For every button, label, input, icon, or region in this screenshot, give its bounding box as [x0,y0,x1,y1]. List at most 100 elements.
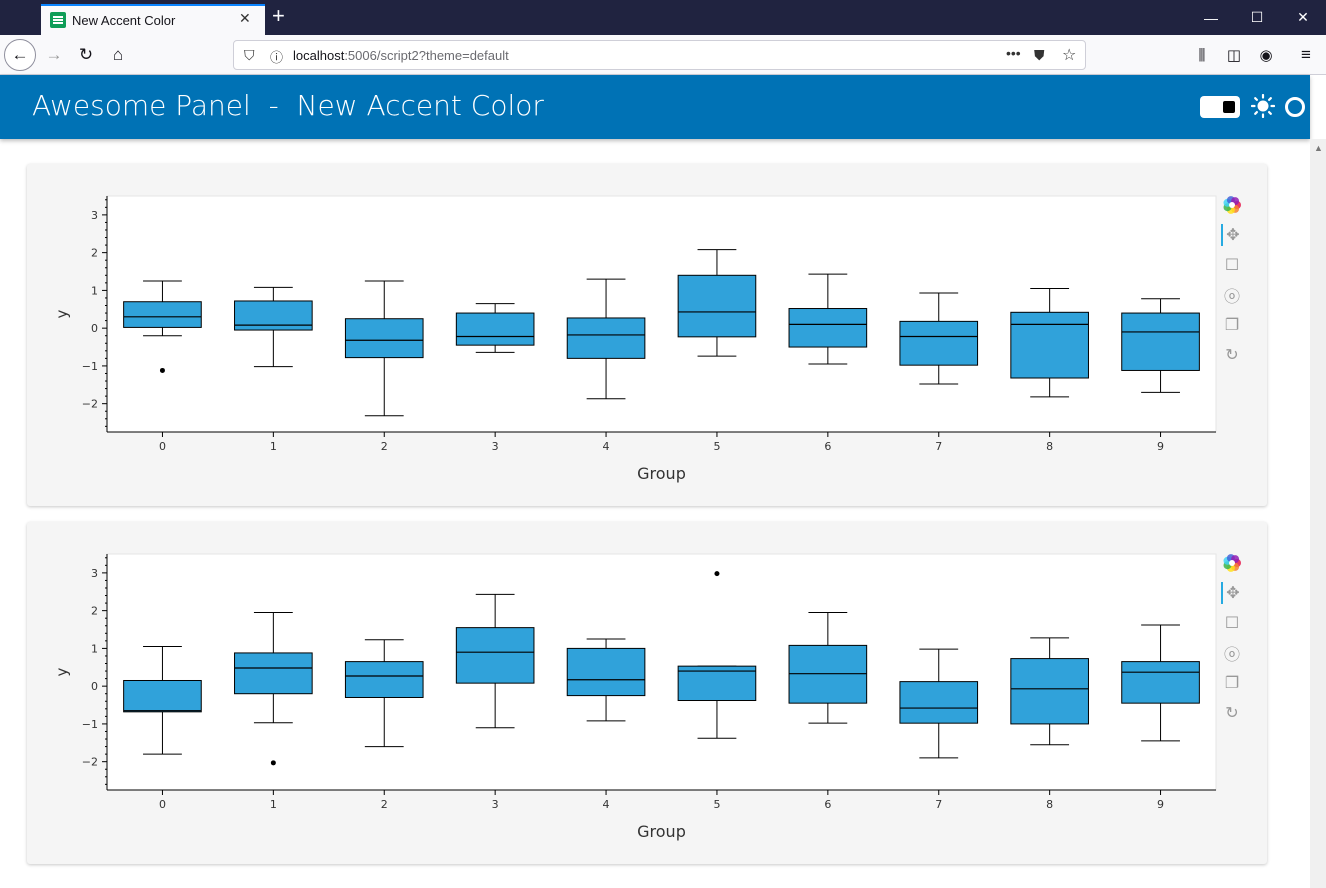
box-5 [677,274,757,338]
box-5 [677,665,757,702]
url-bar[interactable]: ⛉ ⓘ localhost:5006/script2?theme=default… [233,40,1086,70]
close-tab-icon[interactable]: ✕ [239,10,251,26]
minimize-icon[interactable]: — [1204,9,1218,26]
box-9 [1121,661,1200,704]
y-tick-label: 3 [91,209,98,222]
boxplot-chart[interactable]: −2 −1 0 1 2 3 0 1 2 3 4 5 6 7 8 9 Group y [27,522,1267,864]
save-icon[interactable]: ❐ [1224,317,1240,334]
pocket-icon[interactable]: ⛊ [1034,47,1045,63]
x-tick-label: 6 [824,440,831,453]
home-icon[interactable]: ⌂ [112,45,124,64]
browser-nav-bar: ← → ↻ ⌂ ⛉ ⓘ localhost:5006/script2?theme… [0,35,1326,75]
box-7 [899,681,979,724]
box-2 [344,661,424,698]
box-zoom-icon[interactable]: ☐ [1224,257,1240,274]
x-tick-label: 4 [603,440,610,453]
bokeh-logo-icon[interactable] [1221,194,1243,216]
y-tick-label: 0 [91,322,98,335]
x-tick-label: 4 [603,798,610,811]
y-tick-label: 2 [91,605,98,618]
wheel-zoom-icon[interactable]: ⓞ [1223,647,1240,664]
x-tick-label: 7 [935,798,942,811]
browser-tab[interactable]: New Accent Color ✕ [41,4,265,35]
page-scrollbar[interactable]: ▲ [1310,139,1326,888]
x-tick-label: 0 [159,440,166,453]
account-icon[interactable]: ◉ [1259,47,1273,64]
x-tick-label: 5 [713,440,720,453]
forward-arrow-icon[interactable]: → [45,45,63,64]
circle-icon[interactable] [1285,97,1305,117]
menu-icon[interactable]: ≡ [1301,45,1311,64]
outlier-point [714,571,720,577]
plot-toolbar: ✥ ☐ ⓞ ❐ ↻ [1217,552,1247,732]
reset-icon[interactable]: ↻ [1225,347,1239,364]
x-tick-label: 0 [159,798,166,811]
box-3 [455,627,535,684]
x-tick-label: 7 [935,440,942,453]
pan-icon[interactable]: ✥ [1221,582,1243,604]
x-tick-label: 1 [270,440,277,453]
outlier-point [270,760,276,766]
url-host: localhost [293,48,345,63]
bokeh-logo-icon[interactable] [1221,552,1243,574]
plot-card: −2 −1 0 1 2 3 0 1 2 3 4 5 6 7 8 9 Group y ✥ ☐ ⓞ ❐ ↻ [27,164,1267,506]
x-tick-label: 3 [492,440,499,453]
more-icon[interactable]: ••• [1006,45,1021,61]
box-3 [455,312,535,346]
panel-favicon-icon [50,12,66,28]
close-window-icon[interactable]: ✕ [1297,9,1309,25]
y-tick-label: 2 [91,247,98,260]
shield-icon[interactable]: ⛉ [244,47,255,63]
y-tick-label: 1 [91,642,98,655]
y-tick-label: 0 [91,680,98,693]
y-tick-label: −1 [82,360,98,373]
x-tick-label: 9 [1157,440,1164,453]
x-tick-label: 2 [381,798,388,811]
box-0 [123,301,202,328]
toggle-knob [1223,101,1235,113]
outlier-point [159,367,165,373]
info-icon[interactable]: ⓘ [270,50,284,65]
tab-title: New Accent Color [72,13,176,28]
back-arrow-icon[interactable]: ← [4,39,36,71]
pan-icon[interactable]: ✥ [1221,224,1243,246]
box-7 [899,320,979,366]
sun-icon[interactable] [1251,94,1275,118]
boxplot-chart[interactable]: −2 −1 0 1 2 3 0 1 2 3 4 5 6 7 8 9 Group y [27,164,1267,506]
x-axis-label: Group [637,464,686,483]
box-6 [788,308,868,348]
reset-icon[interactable]: ↻ [1225,705,1239,722]
y-tick-label: −1 [82,718,98,731]
box-1 [234,652,313,695]
box-0 [123,679,202,713]
plot-card: −2 −1 0 1 2 3 0 1 2 3 4 5 6 7 8 9 Group y ✥ ☐ ⓞ ❐ ↻ [27,522,1267,864]
new-tab-button[interactable]: + [272,3,285,28]
url-path: :5006/script2?theme=default [344,48,509,63]
y-tick-label: 1 [91,284,98,297]
star-icon[interactable]: ☆ [1062,47,1077,64]
library-icon[interactable]: ⫼ [1198,46,1206,64]
x-tick-label: 8 [1046,440,1053,453]
box-2 [344,318,424,359]
box-8 [1010,311,1089,379]
y-tick-label: −2 [82,756,98,769]
x-tick-label: 1 [270,798,277,811]
box-4 [566,317,646,359]
y-tick-label: −2 [82,398,98,411]
y-tick-label: 3 [91,567,98,580]
x-tick-label: 2 [381,440,388,453]
scroll-up-icon[interactable]: ▲ [1314,143,1323,153]
box-zoom-icon[interactable]: ☐ [1224,615,1240,632]
page-title: Awesome Panel - New Accent Color [32,89,544,122]
app-header: Awesome Panel - New Accent Color [0,75,1310,139]
wheel-zoom-icon[interactable]: ⓞ [1223,289,1240,306]
reload-icon[interactable]: ↻ [78,45,94,64]
theme-toggle[interactable] [1200,96,1240,118]
box-4 [566,647,646,697]
x-tick-label: 9 [1157,798,1164,811]
box-8 [1010,658,1089,725]
maximize-icon[interactable]: ☐ [1250,9,1264,25]
sidebar-icon[interactable]: ◫ [1226,47,1242,64]
url-text[interactable]: localhost:5006/script2?theme=default [293,48,509,63]
save-icon[interactable]: ❐ [1224,675,1240,692]
